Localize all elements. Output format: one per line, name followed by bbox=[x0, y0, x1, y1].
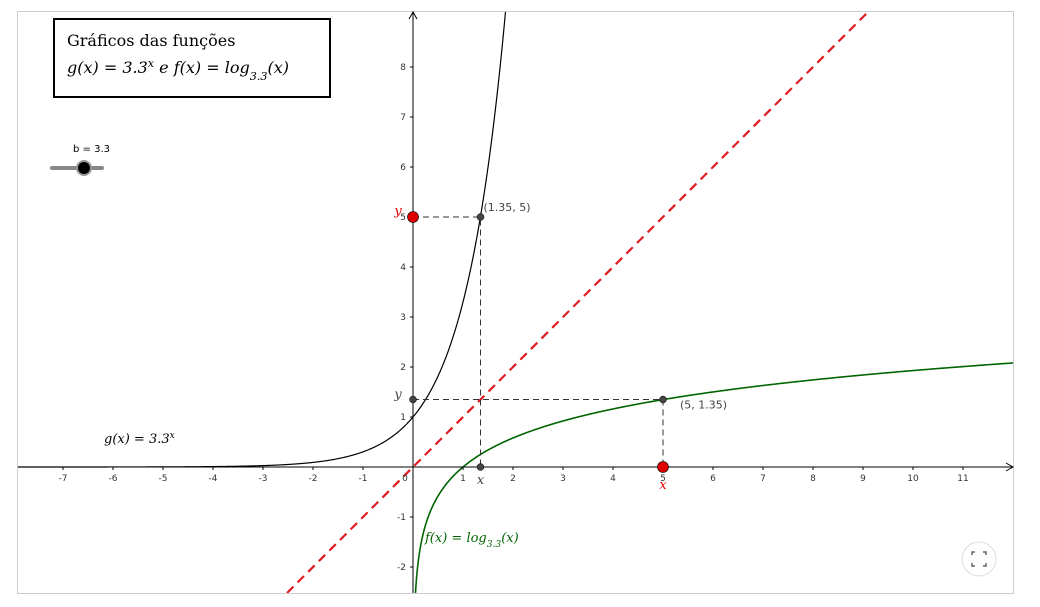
title-line: Gráficos das funções bbox=[67, 31, 235, 50]
y-tick-label: 3 bbox=[400, 313, 406, 323]
guide-line bbox=[413, 216, 481, 467]
x-tick-label: -7 bbox=[59, 474, 68, 484]
y-tick-label: 2 bbox=[400, 363, 406, 373]
math-part: 3.3 bbox=[487, 540, 502, 550]
identity-line bbox=[286, 12, 869, 593]
y-tick-label: -2 bbox=[397, 563, 406, 573]
x-tick-label: 5 bbox=[660, 474, 666, 484]
fullscreen-icon bbox=[971, 551, 987, 567]
slider-label: b = 3.3 bbox=[73, 144, 110, 155]
math-part: x bbox=[148, 57, 155, 70]
frame bbox=[17, 11, 1014, 594]
math-part: g(x) = 3.3 bbox=[104, 432, 170, 447]
slider-knob[interactable] bbox=[76, 160, 92, 176]
y-tick-label: 6 bbox=[400, 163, 406, 173]
point-label: x bbox=[477, 473, 485, 488]
y-tick-label: 4 bbox=[400, 263, 406, 273]
x-tick-label: 7 bbox=[760, 474, 766, 484]
point bbox=[407, 211, 419, 223]
point bbox=[659, 395, 667, 404]
x-tick-label: 10 bbox=[907, 474, 919, 484]
x-tick-label: 6 bbox=[710, 474, 716, 484]
x-tick-label: -5 bbox=[159, 474, 168, 484]
x-tick-label: 2 bbox=[510, 474, 516, 484]
x-tick-label: -6 bbox=[109, 474, 118, 484]
point bbox=[657, 461, 669, 473]
x-tick-label: -4 bbox=[209, 474, 218, 484]
y-tick-label: -1 bbox=[397, 513, 406, 523]
title-box bbox=[53, 18, 331, 98]
x-tick-label: -3 bbox=[259, 474, 268, 484]
x-tick-label: 11 bbox=[957, 474, 968, 484]
y-tick-label: 8 bbox=[400, 63, 406, 73]
x-tick-label: 9 bbox=[860, 474, 866, 484]
function-curve bbox=[414, 362, 1013, 593]
point bbox=[476, 213, 485, 221]
math-label: g(x) = 3.3x e f(x) = log3.3(x) bbox=[67, 57, 289, 83]
x-tick-label: 3 bbox=[560, 474, 566, 484]
point-label: x bbox=[659, 478, 667, 493]
math-part: 3.3 bbox=[250, 70, 268, 83]
point-label: (5, 1.35) bbox=[680, 399, 727, 412]
y-arrow bbox=[408, 10, 418, 20]
y-tick-label: 7 bbox=[400, 113, 406, 123]
point-label: y bbox=[393, 388, 402, 403]
math-label: g(x) = 3.3x bbox=[104, 431, 175, 447]
x-arrow bbox=[1005, 462, 1015, 472]
point bbox=[409, 395, 417, 404]
point bbox=[476, 463, 485, 471]
point-label: y bbox=[393, 204, 402, 219]
y-tick-label: 5 bbox=[400, 213, 406, 223]
math-part: g(x) = 3.3 bbox=[67, 58, 148, 77]
fullscreen-button[interactable] bbox=[961, 541, 997, 577]
x-tick-label: 8 bbox=[810, 474, 816, 484]
math-part: f(x) = log bbox=[424, 531, 487, 546]
math-part: x bbox=[170, 431, 175, 441]
math-label: f(x) = log3.3(x) bbox=[424, 531, 519, 550]
math-part: (x) bbox=[268, 58, 290, 77]
point-label: (1.35, 5) bbox=[484, 201, 531, 214]
x-tick-label: -2 bbox=[309, 474, 318, 484]
x-tick-label: 4 bbox=[610, 474, 616, 484]
y-tick-label: 1 bbox=[400, 413, 406, 423]
math-part: (x) bbox=[501, 531, 518, 546]
x-tick-label: -1 bbox=[359, 474, 368, 484]
math-part: e f(x) = log bbox=[154, 58, 250, 77]
x-tick-label: 0 bbox=[402, 474, 408, 484]
x-tick-label: 1 bbox=[460, 474, 466, 484]
